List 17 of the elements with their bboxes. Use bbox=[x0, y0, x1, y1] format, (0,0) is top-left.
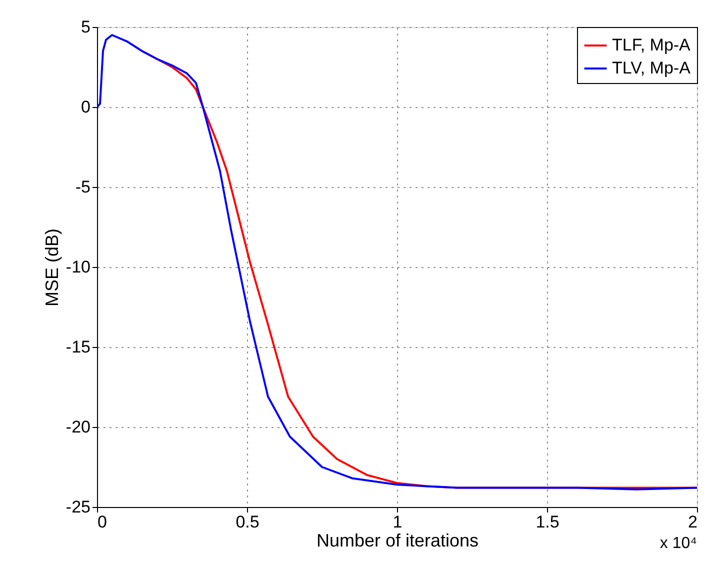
y-tick-label: -25 bbox=[66, 498, 90, 516]
y-tick-label: -5 bbox=[75, 178, 90, 196]
x-tick-label: 0 bbox=[98, 512, 107, 532]
y-tick-label: -10 bbox=[66, 258, 90, 276]
legend-label: TLF, Mp-A bbox=[612, 36, 692, 54]
y-tick-label: -15 bbox=[66, 338, 90, 356]
y-tick-label: 5 bbox=[81, 18, 90, 36]
text: x 10⁴ bbox=[660, 535, 698, 552]
y-tick-label: 0 bbox=[81, 98, 90, 116]
legend-label: TLV, Mp-A bbox=[612, 58, 692, 78]
y-tick-label: -20 bbox=[66, 418, 90, 436]
y-axis-title: MSE (dB) bbox=[42, 228, 62, 307]
x-axis-title: Number of iterations bbox=[316, 530, 479, 550]
x-tick-label: 0.5 bbox=[236, 512, 260, 532]
x-tick-label: 2 bbox=[688, 512, 698, 532]
x-tick-label: 1.5 bbox=[536, 512, 560, 532]
x-tick-label: 1 bbox=[392, 512, 402, 532]
